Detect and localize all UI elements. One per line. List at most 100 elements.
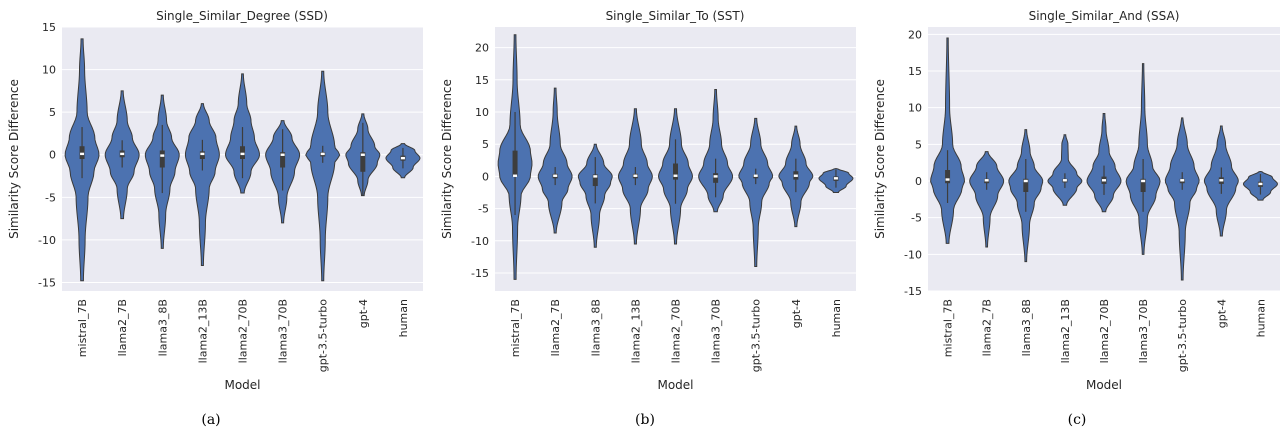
violin-median — [833, 177, 838, 180]
violin-iqr-box — [199, 151, 205, 159]
x-tick-label: mistral_7B — [509, 299, 522, 357]
violin-median — [593, 175, 598, 178]
violin-iqr-box — [945, 170, 951, 184]
violin-median — [1062, 179, 1067, 182]
y-tick-label: 10 — [908, 102, 922, 115]
violin-iqr-box — [159, 150, 165, 168]
x-axis-label: Model — [657, 378, 693, 392]
violin-median — [1219, 179, 1224, 182]
violin-median — [984, 179, 989, 182]
x-tick-label: gpt-3.5-turbo — [750, 299, 763, 372]
violin-median — [553, 174, 558, 177]
x-tick-label: gpt-4 — [790, 299, 803, 328]
violin-iqr-box — [713, 173, 719, 183]
violin-median — [1141, 179, 1146, 183]
x-tick-label: llama3_8B — [589, 299, 602, 356]
y-axis-label: Similarity Score Difference — [873, 79, 887, 239]
x-tick-label: llama2_70B — [237, 299, 250, 363]
violin-median — [400, 156, 405, 160]
x-tick-label: llama2_70B — [670, 299, 683, 363]
y-axis-label: Similarity Score Difference — [440, 79, 454, 239]
violin-median — [1102, 179, 1106, 182]
x-tick-label: gpt-3.5-turbo — [317, 299, 330, 372]
violin-llama2_7B — [969, 151, 1005, 248]
subfigure-caption: (b) — [635, 412, 655, 428]
violin-iqr-box — [592, 174, 598, 187]
x-tick-label: llama2_13B — [629, 299, 642, 363]
violin-median — [240, 152, 245, 156]
y-tick-label: 15 — [475, 74, 489, 87]
x-axis-label: Model — [1086, 378, 1122, 392]
violin-median — [280, 153, 285, 156]
x-tick-label: gpt-4 — [1215, 299, 1228, 328]
violin-llama2_13B — [184, 103, 220, 266]
violin-median — [513, 174, 518, 177]
y-tick-label: -15 — [904, 285, 922, 298]
violin-mistral_7B — [930, 37, 965, 244]
x-tick-label: human — [830, 299, 843, 337]
x-tick-label: mistral_7B — [76, 299, 89, 357]
y-tick-label: -5 — [45, 191, 56, 204]
y-tick-label: -5 — [911, 212, 922, 225]
violin-gpt-3.5-turbo — [738, 117, 774, 268]
y-tick-label: -10 — [904, 248, 922, 261]
chart-title: Single_Similar_And (SSA) — [1029, 9, 1180, 23]
violin-llama3_70B — [698, 88, 734, 213]
x-tick-label: llama3_70B — [710, 299, 723, 363]
x-tick-label: human — [1254, 299, 1267, 337]
violin-median — [753, 174, 758, 177]
y-tick-label: 20 — [475, 42, 489, 55]
violin-median — [713, 175, 718, 178]
violin-iqr-box — [240, 146, 245, 159]
violin-median — [160, 154, 165, 157]
y-tick-label: 15 — [908, 65, 922, 78]
y-tick-label: 5 — [915, 138, 922, 151]
violin-iqr-box — [79, 146, 85, 159]
violin-iqr-box — [512, 150, 518, 177]
y-tick-label: -15 — [38, 276, 56, 289]
x-tick-label: llama2_7B — [116, 299, 129, 356]
violin-llama2_13B — [1047, 134, 1083, 206]
violin-iqr-box — [1140, 178, 1146, 192]
violin-median — [633, 174, 638, 177]
x-tick-label: gpt-3.5-turbo — [1176, 299, 1189, 372]
y-tick-label: -10 — [38, 234, 56, 247]
y-tick-label: -15 — [471, 267, 489, 280]
violin-median — [120, 152, 125, 156]
x-tick-label: llama3_8B — [156, 299, 169, 356]
x-tick-label: llama2_13B — [196, 299, 209, 363]
violin-iqr-box — [1023, 178, 1029, 192]
y-tick-label: 0 — [49, 149, 56, 162]
violin-llama2_70B — [1086, 113, 1122, 213]
y-tick-label: 0 — [482, 170, 489, 183]
y-axis-label: Similarity Score Difference — [7, 79, 21, 239]
violin-median — [320, 152, 325, 156]
x-tick-label: llama2_7B — [549, 299, 562, 356]
violin-median — [793, 174, 798, 177]
violin-iqr-box — [360, 152, 366, 172]
y-tick-label: 5 — [49, 106, 56, 119]
violin-llama2_7B — [537, 87, 573, 234]
violin-median — [673, 174, 678, 177]
violin-iqr-box — [280, 152, 286, 168]
violin-median — [200, 152, 205, 156]
violin-median — [1023, 179, 1028, 183]
chart-title: Single_Similar_Degree (SSD) — [156, 9, 328, 23]
y-tick-label: 15 — [42, 21, 56, 34]
y-tick-label: 5 — [482, 138, 489, 151]
y-tick-label: -5 — [478, 203, 489, 216]
x-tick-label: gpt-4 — [357, 299, 370, 328]
x-tick-label: llama3_8B — [1020, 299, 1033, 356]
violin-median — [360, 153, 365, 156]
subfigure-caption: (c) — [1068, 412, 1087, 428]
x-tick-label: human — [397, 299, 410, 337]
x-tick-label: mistral_7B — [942, 299, 955, 357]
subfigure-caption: (a) — [201, 412, 220, 428]
y-tick-label: -10 — [471, 235, 489, 248]
violin-gpt-3.5-turbo — [1164, 117, 1200, 281]
x-tick-label: llama2_13B — [1059, 299, 1072, 363]
y-tick-label: 10 — [475, 106, 489, 119]
violin-gpt-3.5-turbo — [305, 70, 341, 282]
y-tick-label: 0 — [915, 175, 922, 188]
